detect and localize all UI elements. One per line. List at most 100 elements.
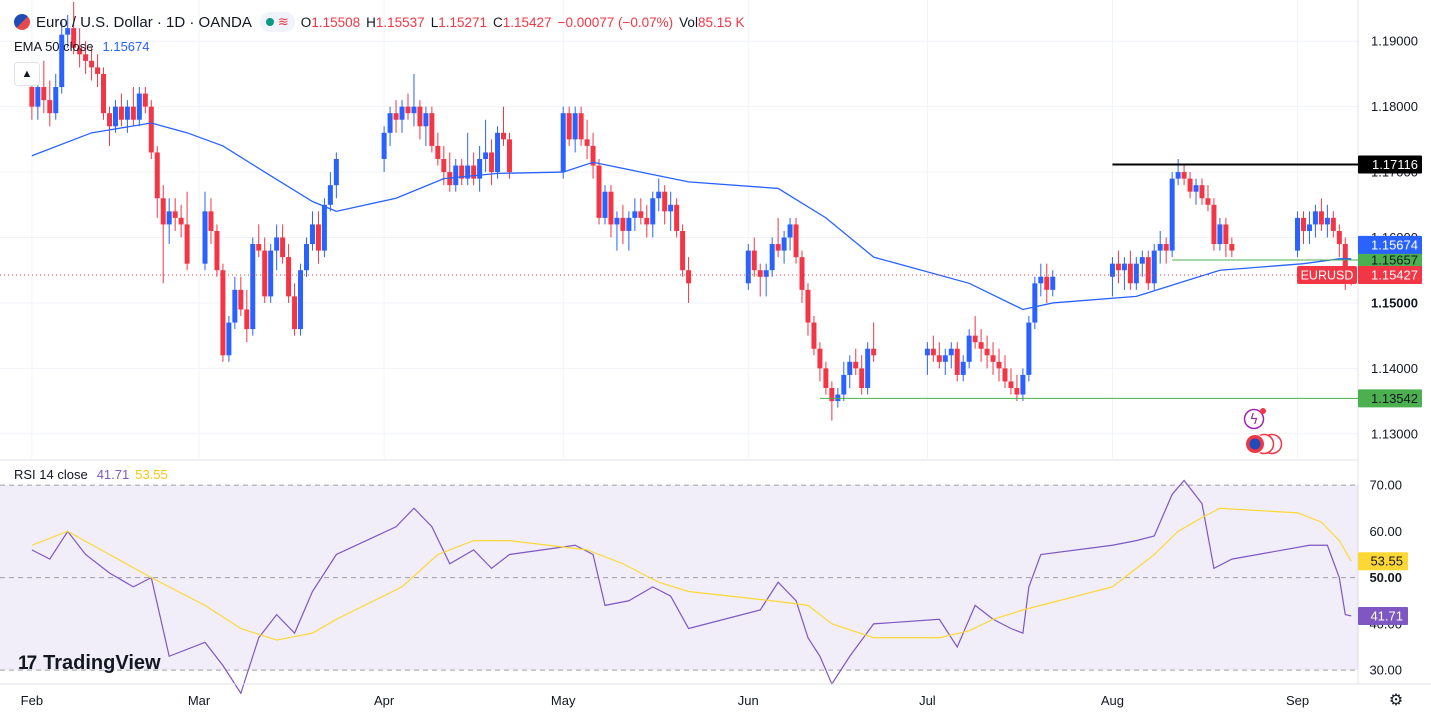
- candle-body: [644, 217, 650, 225]
- candle-body: [829, 387, 835, 402]
- candle-body: [1205, 198, 1211, 205]
- candle-body: [1008, 381, 1014, 388]
- candle-body: [262, 250, 268, 297]
- candle-body: [632, 211, 638, 218]
- candle-body: [124, 106, 130, 120]
- settings-icon[interactable]: ⚙: [1388, 692, 1404, 709]
- candle-body: [1324, 217, 1330, 225]
- symbol-title[interactable]: Euro / U.S. Dollar · 1D · OANDA: [36, 13, 252, 31]
- candle-body: [77, 47, 83, 55]
- candle-body: [238, 289, 244, 310]
- candle-body: [787, 224, 793, 238]
- candle-body: [620, 217, 626, 231]
- market-status-badge[interactable]: ≋: [259, 12, 295, 32]
- candle-body: [95, 67, 101, 74]
- rsi-legend[interactable]: RSI 14 close 41.71 53.55: [14, 467, 168, 482]
- candle-body: [286, 257, 292, 297]
- candle-body: [1002, 368, 1008, 382]
- candle-body: [1151, 250, 1157, 284]
- ema-legend[interactable]: EMA 50 close 1.15674: [14, 39, 150, 54]
- time-axis-tick: Apr: [374, 693, 395, 708]
- candle-body: [596, 165, 602, 218]
- tradingview-logo[interactable]: 17 TradingView: [18, 652, 161, 675]
- candle-body: [656, 191, 662, 199]
- time-axis-tick: Feb: [21, 693, 43, 708]
- candle-body: [292, 296, 298, 330]
- candle-body: [972, 335, 978, 343]
- candle-body: [489, 152, 495, 173]
- candle-body: [304, 244, 309, 271]
- candle-body: [411, 106, 417, 114]
- price-change: −0.00077 (−0.07%): [557, 14, 674, 30]
- candle-body: [984, 348, 990, 356]
- candle-body: [106, 113, 112, 127]
- candle-body: [811, 322, 817, 349]
- candle-body: [817, 348, 823, 369]
- candle-body: [1163, 244, 1169, 251]
- candle-body: [315, 224, 321, 251]
- candle-body: [208, 211, 214, 231]
- candle-body: [602, 191, 608, 218]
- symbol-tag: EURUSD: [1301, 268, 1354, 282]
- ohlc-high: H1.15537: [366, 14, 425, 30]
- candle-body: [220, 270, 226, 356]
- last-price-tag-bg: [1358, 265, 1422, 284]
- collapse-legend-button[interactable]: ▲: [14, 62, 40, 86]
- candle-body: [751, 250, 757, 271]
- time-axis-tick: Jul: [919, 693, 936, 708]
- candle-body: [775, 244, 781, 251]
- candle-body: [417, 106, 423, 127]
- ema-tag-bg: [1358, 235, 1422, 254]
- candle-body: [53, 87, 59, 114]
- candle-body: [214, 230, 220, 271]
- candle-body: [381, 132, 387, 159]
- candle-body: [495, 132, 501, 173]
- candle-body: [435, 145, 441, 159]
- candle-body: [477, 158, 483, 179]
- candle-body: [1342, 244, 1348, 270]
- candle-body: [1306, 224, 1312, 231]
- candle-body: [966, 335, 972, 362]
- candle-body: [1199, 185, 1205, 199]
- candle-body: [1115, 263, 1121, 271]
- rsi-axis-tick: 60.00: [1369, 524, 1402, 539]
- resistance-tag-bg: [1358, 155, 1422, 174]
- collapse-chevron-icon: ▲: [21, 68, 33, 80]
- candle-body: [835, 394, 841, 402]
- flag-icon: [14, 14, 30, 30]
- candle-body: [572, 113, 578, 140]
- candle-body: [686, 270, 692, 284]
- candle-body: [65, 28, 71, 35]
- candle-body: [41, 87, 47, 101]
- support-lower-tag-bg: [1358, 389, 1422, 408]
- rsi-label: RSI 14 close: [14, 467, 88, 482]
- candle-body: [130, 106, 136, 120]
- calendar-events-icon[interactable]: [1245, 433, 1283, 455]
- rsi-ma-tag-bg: [1358, 552, 1408, 571]
- lightning-icon[interactable]: ϟ: [1243, 408, 1267, 430]
- candle-body: [202, 211, 208, 264]
- candle-body: [566, 113, 572, 140]
- candle-body: [309, 224, 315, 245]
- candle-body: [590, 145, 596, 166]
- candle-body: [1217, 224, 1223, 245]
- candle-body: [578, 113, 584, 140]
- candle-body: [101, 73, 107, 114]
- candle-body: [1121, 263, 1127, 271]
- price-axis-tick: 1.19000: [1371, 34, 1418, 49]
- candle-body: [136, 93, 142, 120]
- volume: Vol85.15 K: [679, 14, 745, 30]
- candle-body: [1175, 172, 1181, 179]
- candle-body: [35, 87, 41, 107]
- candle-body: [668, 204, 674, 212]
- logo-text: TradingView: [43, 652, 161, 674]
- candle-body: [441, 158, 447, 173]
- candle-body: [1193, 185, 1199, 192]
- candle-body: [232, 289, 238, 323]
- candle-body: [393, 113, 399, 120]
- rsi-axis-tick: 50.00: [1369, 570, 1402, 585]
- candle-body: [823, 368, 829, 388]
- candle-body: [172, 211, 178, 218]
- price-grid: [0, 0, 1358, 458]
